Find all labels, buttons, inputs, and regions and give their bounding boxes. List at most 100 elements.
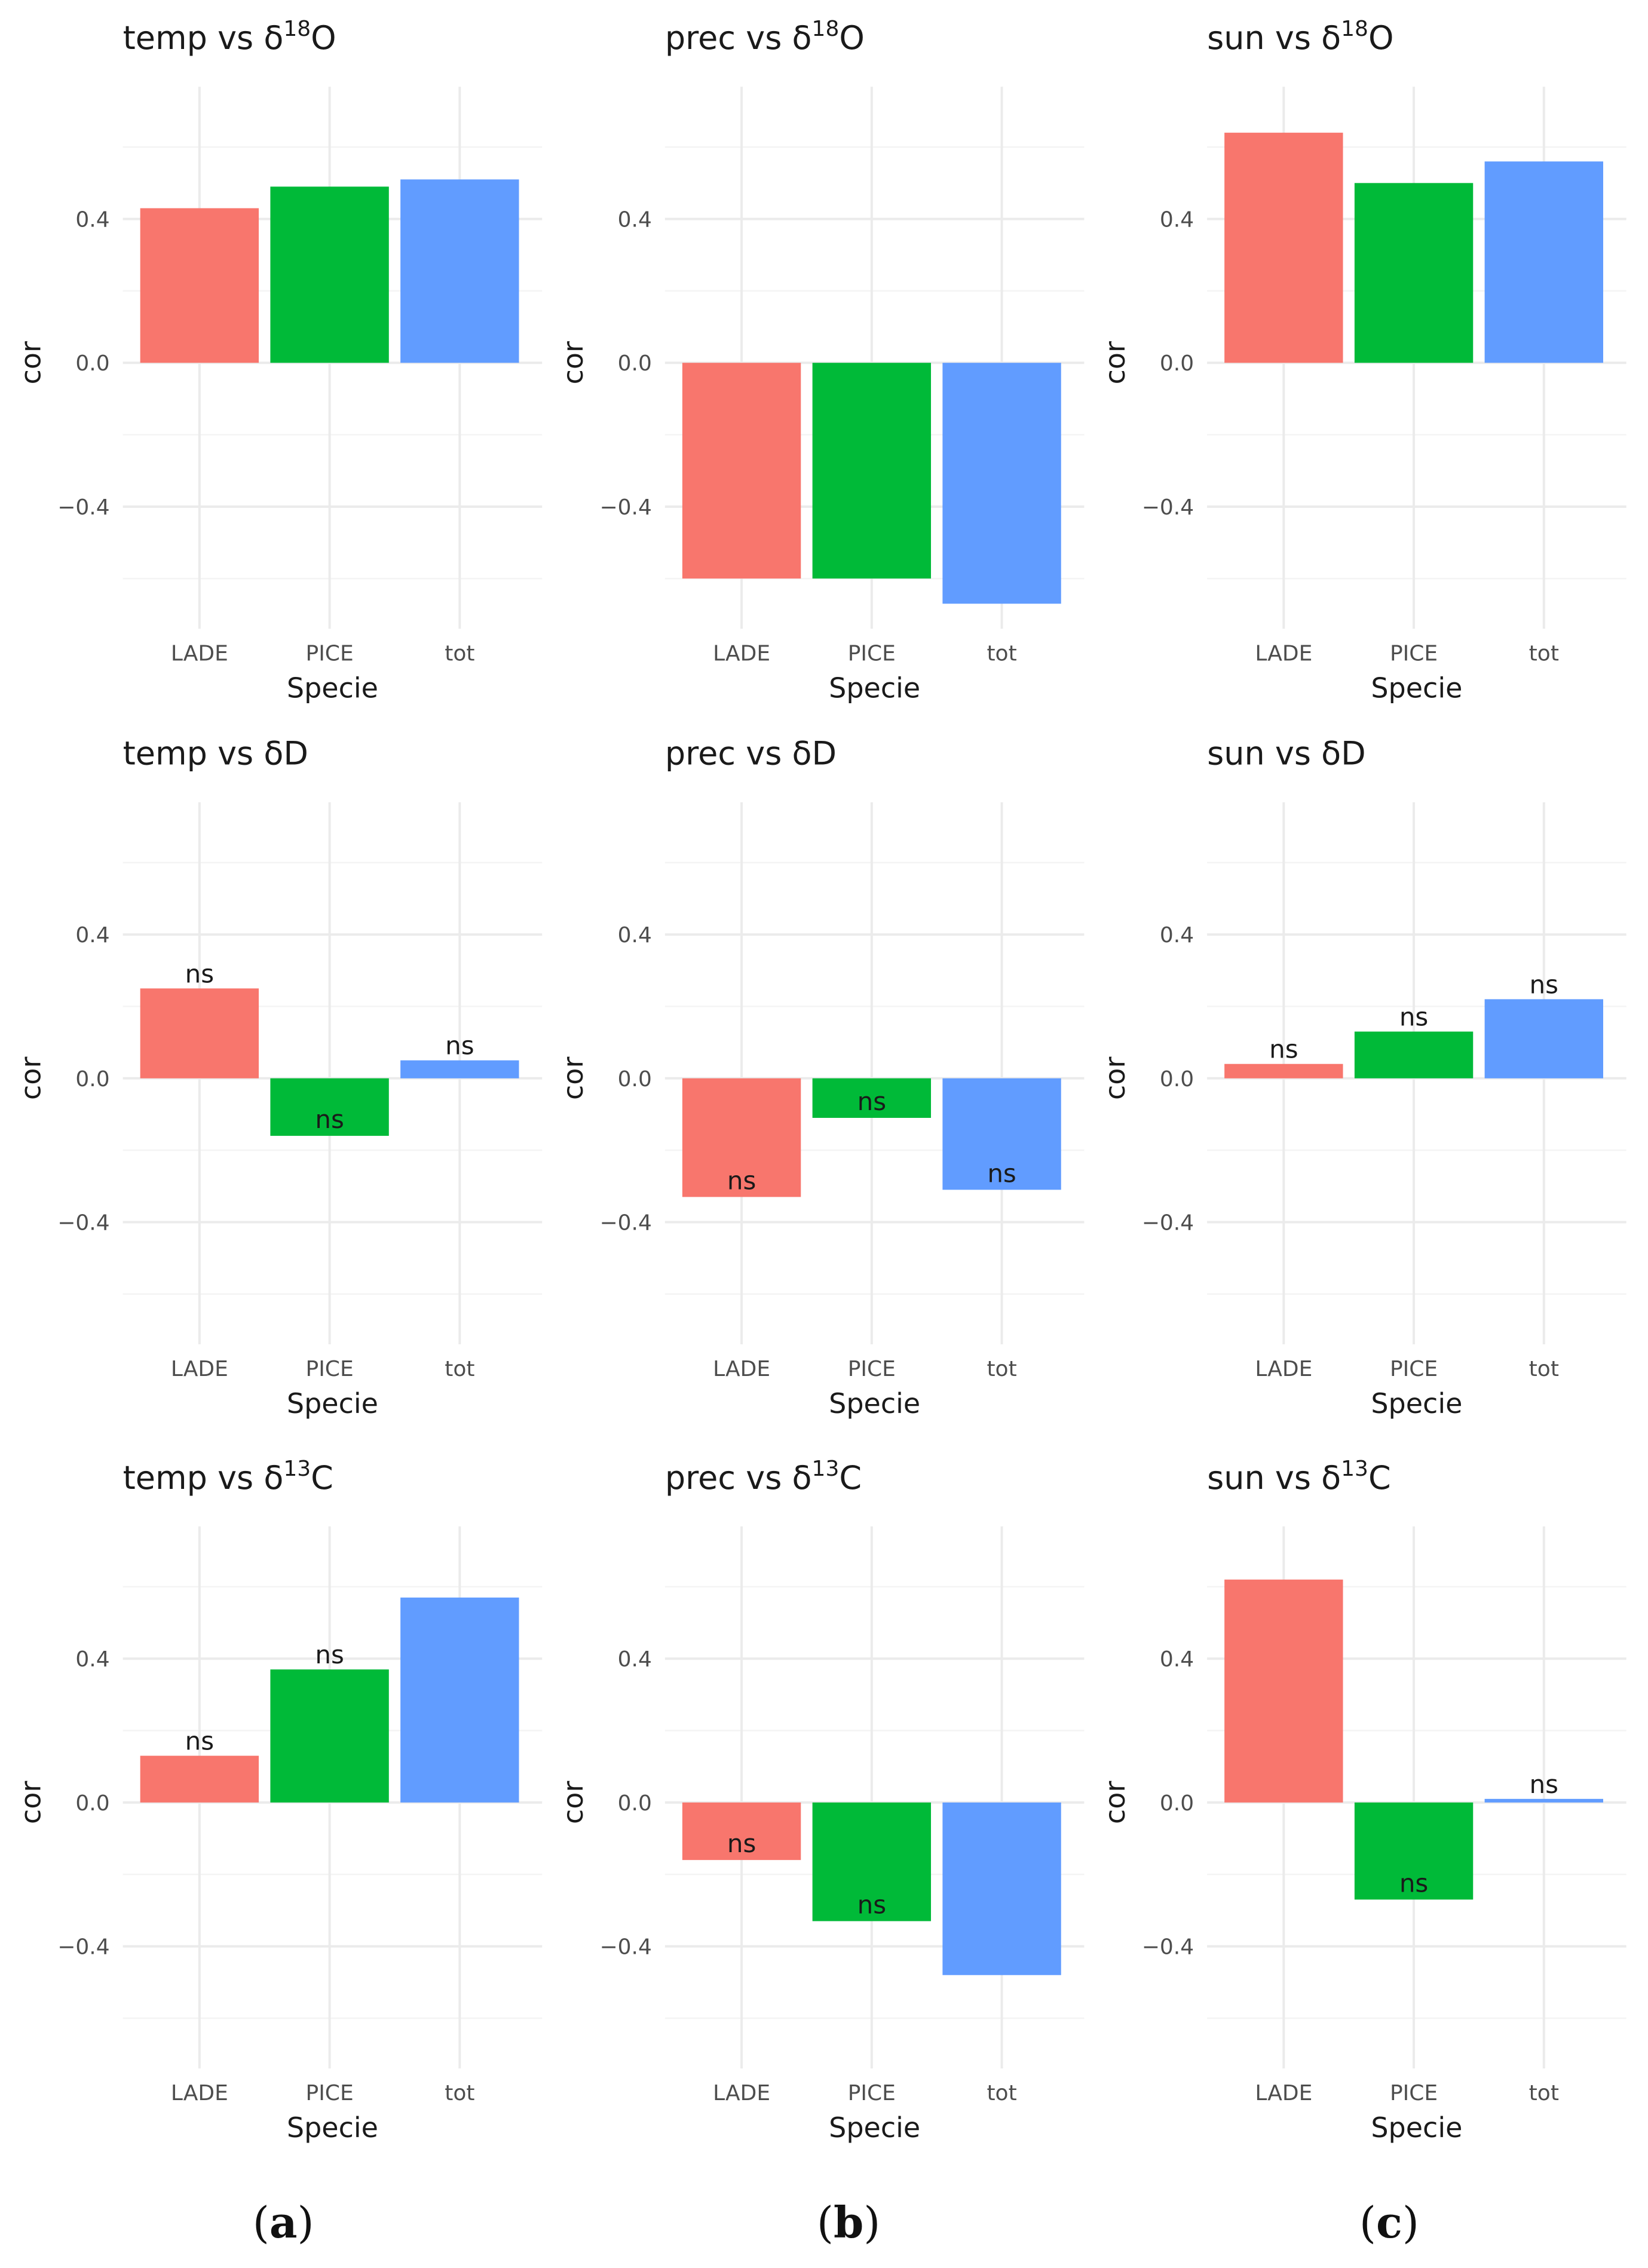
chart-1-xtick-label: PICE (848, 641, 896, 666)
chart-8-bar-lade (1224, 1579, 1343, 1803)
chart-3-xtick-label: PICE (305, 1357, 353, 1381)
chart-1-x-axis-title: Specie (829, 672, 920, 704)
chart-6-xtick-label: LADE (171, 2081, 228, 2105)
chart-5-xtick-label: LADE (1255, 1357, 1312, 1381)
chart-6-bar-tot (400, 1597, 519, 1803)
chart-2-xtick-label: LADE (1255, 641, 1312, 666)
chart-6-ytick-label: 0.0 (75, 1791, 109, 1816)
chart-1-bar-pice (812, 363, 932, 579)
chart-4-title: prec vs δD (665, 735, 837, 773)
chart-6-bar-lade (140, 1755, 259, 1803)
chart-0-xtick-label: LADE (171, 641, 228, 666)
chart-3-ytick-label: 0.4 (75, 923, 109, 948)
chart-7-label-lade: ns (727, 1829, 756, 1858)
chart-0-bar-tot (400, 179, 519, 363)
chart-0-bar-lade (140, 208, 259, 363)
chart-7-y-axis-title: cor (557, 1781, 589, 1824)
chart-6-label-pice: ns (315, 1640, 344, 1669)
chart-1-ytick-label: 0.4 (618, 208, 652, 232)
chart-8-xtick-label: LADE (1255, 2081, 1312, 2105)
chart-4-ytick-label: 0.0 (618, 1067, 652, 1092)
chart-7-ytick-label: 0.0 (618, 1791, 652, 1816)
chart-4-bar-lade (682, 1078, 801, 1197)
panel-label-b: (b) (817, 2197, 881, 2248)
chart-3-panel: ns ns ns −0.4 0.0 0.4 LADE PICE tot Specie cor temp… (15, 735, 543, 1420)
chart-6-label-lade: ns (185, 1727, 215, 1756)
chart-0-x-axis-title: Specie (287, 672, 378, 704)
chart-6-y-axis-title: cor (15, 1781, 47, 1824)
chart-0-bar-pice (270, 186, 389, 363)
chart-7-xtick-label: PICE (848, 2081, 896, 2105)
chart-3-ytick-label: −0.4 (57, 1211, 109, 1236)
chart-4-ytick-label: 0.4 (618, 923, 652, 948)
chart-5-x-axis-title: Specie (1371, 1387, 1462, 1420)
chart-6-xtick-label: PICE (305, 2081, 353, 2105)
chart-4-label-lade: ns (727, 1166, 756, 1195)
chart-0-panel: −0.4 0.0 0.4 LADE PICE tot Specie cor temp vs δ1… (15, 17, 543, 704)
panel-label-a: (a) (253, 2197, 314, 2248)
chart-5-title: sun vs δD (1207, 735, 1366, 773)
chart-8-label-pice: ns (1399, 1868, 1429, 1898)
chart-7-title: prec vs δ13C (665, 1457, 862, 1497)
chart-6-bar-pice (270, 1669, 389, 1803)
chart-4-bar-pice (812, 1078, 932, 1118)
chart-7-bar-lade (682, 1802, 801, 1861)
chart-3-title: temp vs δD (123, 735, 308, 773)
chart-3-xtick-label: LADE (171, 1357, 228, 1381)
chart-5-ytick-label: −0.4 (1142, 1211, 1194, 1236)
chart-3-bar-pice (270, 1078, 389, 1136)
chart-8-xtick-label: PICE (1390, 2081, 1438, 2105)
chart-7-xtick-label: tot (987, 2081, 1016, 2105)
chart-0-ytick-label: 0.0 (75, 351, 109, 376)
chart-5-label-pice: ns (1399, 1003, 1429, 1032)
chart-0-xtick-label: tot (445, 641, 474, 666)
chart-5-xtick-label: tot (1529, 1357, 1559, 1381)
chart-4-ytick-label: −0.4 (599, 1211, 651, 1236)
chart-5-xtick-label: PICE (1390, 1357, 1438, 1381)
chart-8-bar-pice (1354, 1802, 1474, 1900)
chart-7-panel: ns ns −0.4 0.0 0.4 LADE PICE tot Specie cor prec v… (557, 1457, 1085, 2144)
chart-7-ytick-label: 0.4 (618, 1647, 652, 1672)
chart-8-label-tot: ns (1530, 1770, 1559, 1799)
chart-3-ytick-label: 0.0 (75, 1067, 109, 1092)
chart-2-ytick-label: 0.0 (1160, 351, 1194, 376)
chart-2-ytick-label: −0.4 (1142, 495, 1194, 520)
chart-6-ytick-label: −0.4 (57, 1935, 109, 1960)
chart-2-panel: −0.4 0.0 0.4 LADE PICE tot Specie cor sun vs δ18… (1099, 17, 1626, 704)
chart-5-label-tot: ns (1530, 970, 1559, 999)
chart-6-x-axis-title: Specie (287, 2111, 378, 2144)
chart-1-title: prec vs δ18O (665, 17, 865, 57)
chart-1-ytick-label: 0.0 (618, 351, 652, 376)
chart-5-ytick-label: 0.4 (1160, 923, 1194, 948)
chart-2-x-axis-title: Specie (1371, 672, 1462, 704)
chart-5-bar-tot (1484, 999, 1604, 1078)
chart-2-bar-pice (1354, 183, 1474, 363)
chart-4-label-tot: ns (987, 1158, 1016, 1188)
panel-label-c: (c) (1359, 2197, 1419, 2248)
chart-0-y-axis-title: cor (15, 341, 47, 384)
chart-5-ytick-label: 0.0 (1160, 1067, 1194, 1092)
chart-2-y-axis-title: cor (1099, 341, 1131, 384)
chart-6-ytick-label: 0.4 (75, 1647, 109, 1672)
chart-1-bar-lade (682, 363, 801, 579)
chart-0-ytick-label: −0.4 (57, 495, 109, 520)
chart-7-xtick-label: LADE (713, 2081, 770, 2105)
chart-5-bar-lade (1224, 1063, 1343, 1078)
chart-3-label-lade: ns (185, 959, 215, 988)
chart-4-xtick-label: tot (987, 1357, 1016, 1381)
chart-2-xtick-label: PICE (1390, 641, 1438, 666)
chart-8-panel: ns ns −0.4 0.0 0.4 LADE PICE tot Specie cor sun vs… (1099, 1457, 1626, 2144)
chart-3-y-axis-title: cor (15, 1057, 47, 1100)
chart-8-x-axis-title: Specie (1371, 2111, 1462, 2144)
chart-8-xtick-label: tot (1529, 2081, 1559, 2105)
chart-3-label-tot: ns (445, 1031, 474, 1061)
chart-2-bar-lade (1224, 133, 1343, 363)
chart-8-ytick-label: 0.0 (1160, 1791, 1194, 1816)
chart-8-y-axis-title: cor (1099, 1781, 1131, 1824)
chart-3-bar-tot (400, 1060, 519, 1078)
chart-1-bar-tot (942, 363, 1061, 604)
chart-3-x-axis-title: Specie (287, 1387, 378, 1420)
chart-3-xtick-label: tot (445, 1357, 474, 1381)
chart-6-panel: ns ns −0.4 0.0 0.4 LADE PICE tot Specie cor temp v… (15, 1457, 543, 2144)
